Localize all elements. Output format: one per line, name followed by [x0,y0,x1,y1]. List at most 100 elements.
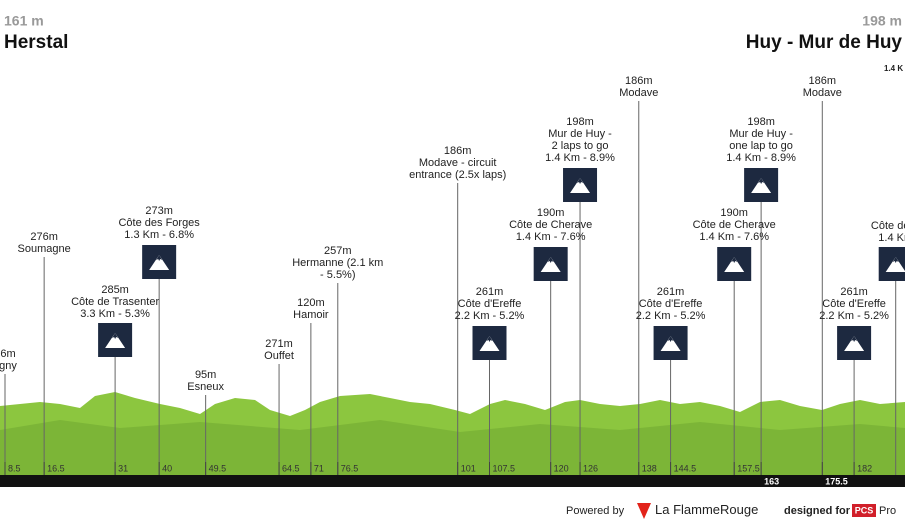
marker-label: Ouffet [264,350,294,362]
marker-label: 1.4 Km - 8.9% [726,152,796,164]
marker-label: 2 laps to go [552,140,609,152]
x-tick-label: 126 [583,463,598,473]
finish-note: 1.4 K [884,64,903,73]
marker-label: 16m [0,348,16,360]
x-tick-label: 138 [642,463,657,473]
climb-icon [717,247,752,281]
pcs: PCS [855,505,874,515]
marker-label: Modave [619,87,658,99]
icon-snow [156,255,163,261]
designed-for: designed for [784,505,851,517]
marker-label: Modave [803,87,842,99]
marker-label: 261m [657,286,685,298]
marker-label: Soumagne [18,243,71,255]
marker-label: Côte d'Ereffe [639,298,703,310]
x-tick-label: 40 [162,463,172,473]
marker-label: 120m [297,297,325,309]
marker-label: Hermanne (2.1 km [292,257,383,269]
marker-label: 186m [625,75,653,87]
x-tick-label: 49.5 [209,463,227,473]
climb-icon [98,323,133,357]
marker-label: entrance (2.5x laps) [409,169,506,181]
icon-mountain [751,178,772,193]
climb-icon [653,326,688,360]
icon-mountain [149,255,170,270]
x-tick-label: 157.5 [737,463,760,473]
marker-label: Côte de Trasenter [71,296,159,308]
marker-label: 95m [195,369,216,381]
marker-lines [4,101,897,475]
icon-mountain [885,257,905,272]
marker-label: egny [0,360,17,372]
x-tick-label: 76.5 [341,463,359,473]
finish-name: Huy - Mur de Huy [746,32,903,53]
x-tick-label: 144.5 [674,463,697,473]
marker-label: 1.3 Km - 6.8% [124,229,194,241]
climb-icon [472,326,507,360]
finish-altitude: 198 m [862,13,902,29]
marker-label: 190m [720,207,748,219]
x-tick-label: 101 [461,463,476,473]
start-altitude: 161 m [4,13,44,29]
marker-label: 1.4 Km - 7.6% [516,231,586,243]
icon-mountain [724,257,745,272]
brand-b: Rouge [720,502,758,517]
icon-mountain [540,257,561,272]
marker-label: 285m [101,284,129,296]
marker-label: Côte d'Ereffe [458,298,522,310]
marker-label: 3.3 Km - 5.3% [80,308,150,320]
marker-label: Mur de Huy - [729,128,793,140]
marker-label: Côte de C [871,220,905,232]
climb-icon [878,247,905,281]
brand: La FlammeRouge [655,502,758,517]
marker-label: Modave - circuit [419,157,497,169]
x-tick-label: 107.5 [492,463,515,473]
brand-a: La Flamme [655,502,720,517]
marker-label: Côte des Forges [118,217,200,229]
icon-snow [731,257,738,263]
marker-label: Côte de Cherave [693,219,776,231]
terrain [0,392,905,487]
powered-by: Powered by [566,505,625,517]
marker-label: 198m [566,116,594,128]
icon-snow [892,257,899,263]
x-tick-label: 120 [554,463,569,473]
marker-label: - 5.5%) [320,269,355,281]
marker-label: 276m [30,231,58,243]
marker-label: 186m [444,145,472,157]
icon-snow [486,336,493,342]
icon-mountain [660,336,681,351]
icon-snow [577,178,584,184]
icon-mountain [570,178,591,193]
marker-label: one lap to go [729,140,793,152]
marker-label: 261m [840,286,868,298]
footer: Powered by La FlammeRouge designed for P… [566,502,896,519]
start-name: Herstal [4,32,68,53]
icon-snow [667,336,674,342]
icon-mountain [844,336,865,351]
marker-label: 198m [747,116,775,128]
marker-label: Hamoir [293,309,329,321]
marker-label: 190m [537,207,565,219]
marker-label: 271m [265,338,293,350]
marker-label: 1.4 Km - 7.6% [699,231,769,243]
climb-icon [563,168,598,202]
pro: Pro [879,505,896,517]
marker-label: 257m [324,245,352,257]
climb-icon [744,168,779,202]
marker-label: 186m [809,75,837,87]
marker-label: Côte de Cherave [509,219,592,231]
x-tick-label: 163 [764,476,779,486]
x-tick-label: 175.5 [825,476,848,486]
x-tick-label: 71 [314,463,324,473]
x-tick-label: 64.5 [282,463,300,473]
x-tick-label: 182 [857,463,872,473]
icon-snow [547,257,554,263]
climb-icon [837,326,872,360]
marker-label: 2.2 Km - 5.2% [636,310,706,322]
marker-label: 1.4 Km - 8.9% [545,152,615,164]
icon-snow [758,178,765,184]
climb-icon [142,245,177,279]
marker-label: Esneux [187,381,224,393]
marker-label: 2.2 Km - 5.2% [819,310,889,322]
